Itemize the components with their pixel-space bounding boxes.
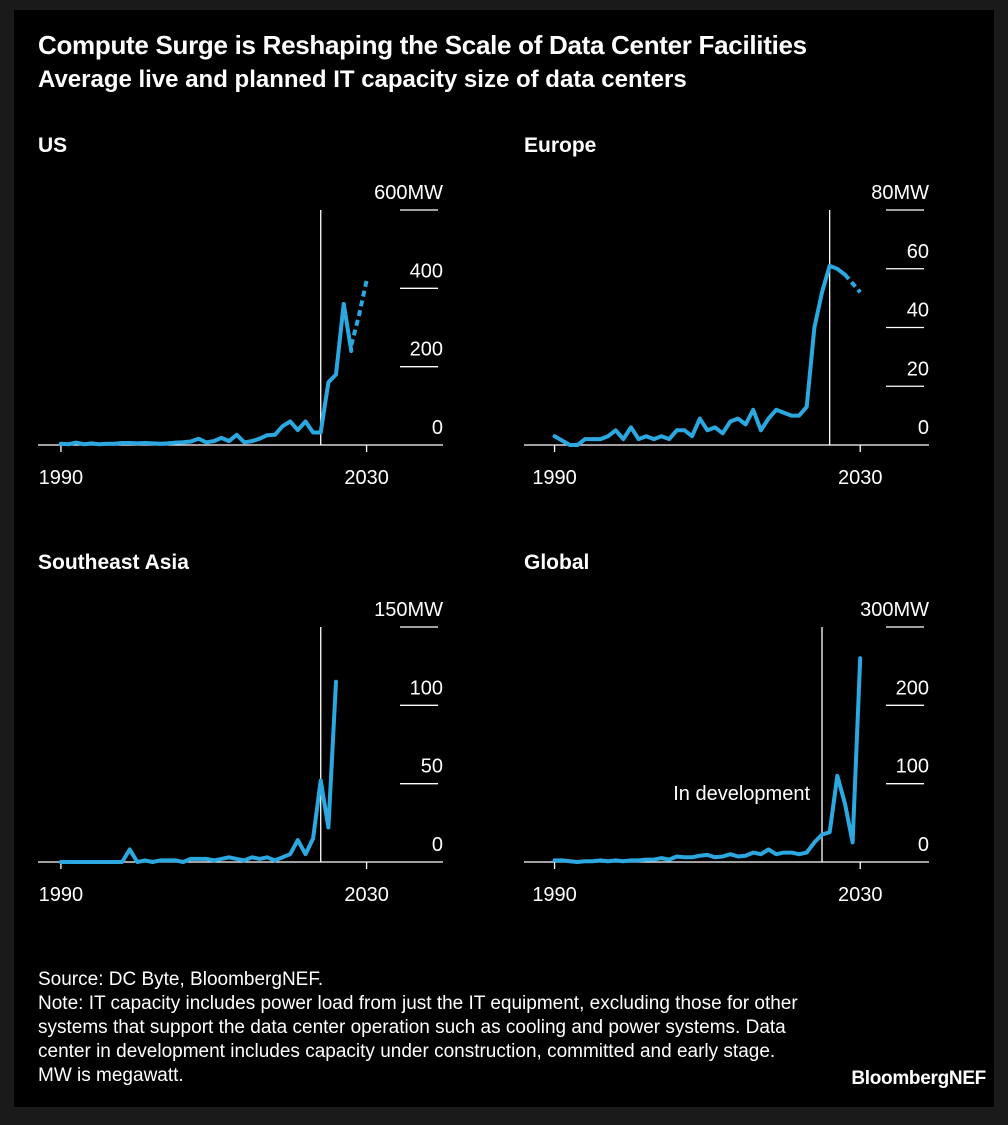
- us-y-tick-label-600: 600MW: [374, 182, 443, 204]
- southeast-asia-y-tick-label-50: 50: [421, 756, 443, 778]
- europe-y-tick-label-0: 0: [918, 417, 929, 439]
- brand-logo: BloombergNEF: [851, 1068, 986, 1089]
- us-y-tick-label-400: 400: [410, 260, 443, 282]
- panel-title-global: Global: [524, 551, 590, 574]
- chart-us: 0 200 400 600MW 1990 2030: [38, 182, 443, 489]
- global-annotation: In development: [673, 783, 810, 805]
- chart-footer: Source: DC Byte, BloombergNEF. Note: IT …: [38, 968, 798, 1088]
- southeast-asia-x-tick-label-1990: 1990: [39, 884, 84, 906]
- southeast-asia-y-tick-label-150: 150MW: [374, 599, 443, 621]
- us-series-projected-line-2: [349, 280, 369, 346]
- europe-y-tick-label-20: 20: [907, 358, 929, 380]
- europe-series-projected-line-1: [843, 273, 862, 294]
- global-series-line-0: [552, 656, 863, 864]
- panel-global: Global 0 100 200 300MW 1990 2030 In developmen…: [524, 551, 994, 941]
- chart-subtitle: Average live and planned IT capacity siz…: [38, 66, 687, 93]
- panel-title-europe: Europe: [524, 134, 597, 157]
- chart-europe: 0 20 40 60 80MW 1990 2030: [524, 182, 929, 489]
- us-x-tick-label-2030: 2030: [344, 467, 389, 489]
- us-y-tick-label-0: 0: [432, 417, 443, 439]
- global-y-tick-label-300: 300MW: [860, 599, 929, 621]
- global-x-tick-label-2030: 2030: [838, 884, 883, 906]
- europe-x-tick-label-2030: 2030: [838, 467, 883, 489]
- panel-us: US 0 200 400 600MW 1990 2030: [38, 134, 508, 524]
- southeast-asia-x-tick-label-2030: 2030: [344, 884, 389, 906]
- panel-europe: Europe 0 20 40 60 80MW 1990 2030: [524, 134, 994, 524]
- chart-frame: [14, 10, 994, 1107]
- chart-title: Compute Surge is Reshaping the Scale of …: [38, 30, 807, 60]
- global-y-tick-label-200: 200: [896, 677, 929, 699]
- chart-southeast-asia: 0 50 100 150MW 1990 2030: [38, 599, 443, 906]
- source-note: Source: DC Byte, BloombergNEF.: [38, 969, 324, 990]
- us-x-tick-label-1990: 1990: [39, 467, 84, 489]
- panel-title-southeast-asia: Southeast Asia: [38, 551, 189, 574]
- europe-y-tick-label-60: 60: [907, 241, 929, 263]
- southeast-asia-series-line-0: [58, 679, 338, 864]
- us-series-line-0: [58, 302, 346, 447]
- panel-title-us: US: [38, 134, 68, 157]
- global-x-tick-label-1990: 1990: [532, 884, 577, 906]
- methodology-note: Note: IT capacity includes power load fr…: [38, 993, 798, 1086]
- us-y-tick-label-200: 200: [410, 339, 443, 361]
- europe-series-line-0: [552, 263, 847, 447]
- europe-x-tick-label-1990: 1990: [532, 467, 577, 489]
- global-y-tick-label-0: 0: [918, 834, 929, 856]
- panel-southeast-asia: Southeast Asia 0 50 100 150MW 1990 2030: [38, 551, 508, 941]
- chart-global: 0 100 200 300MW 1990 2030 In development: [524, 599, 929, 906]
- global-y-tick-label-100: 100: [896, 756, 929, 778]
- southeast-asia-y-tick-label-100: 100: [410, 677, 443, 699]
- europe-y-tick-label-80: 80MW: [871, 182, 929, 204]
- europe-y-tick-label-40: 40: [907, 300, 929, 322]
- southeast-asia-y-tick-label-0: 0: [432, 834, 443, 856]
